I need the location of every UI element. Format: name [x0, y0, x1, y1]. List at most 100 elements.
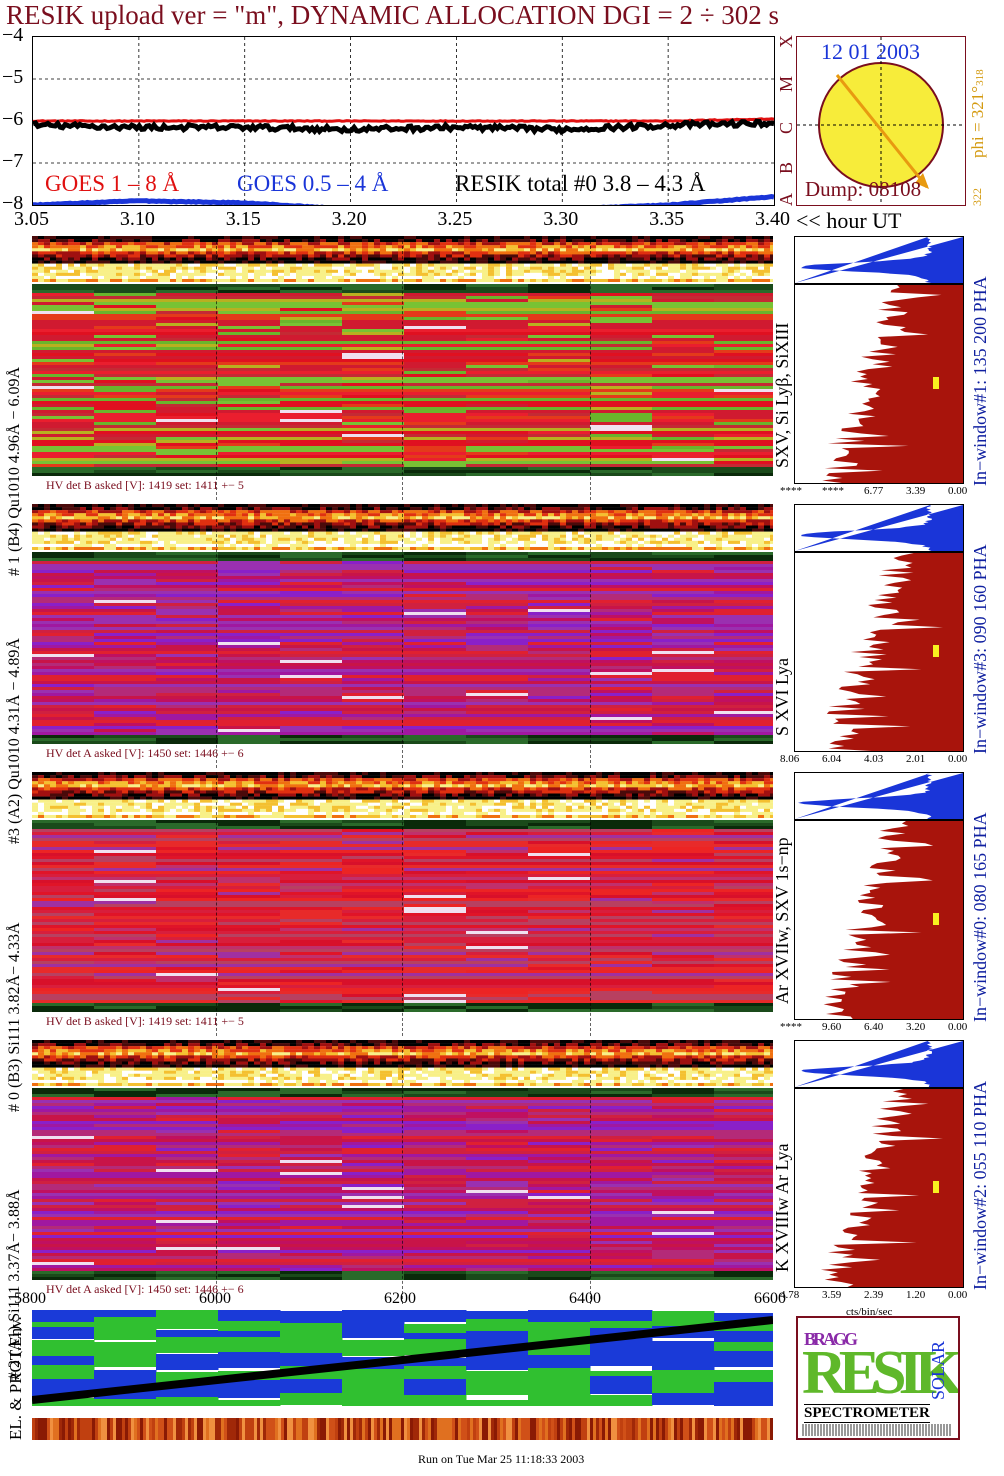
band-cell: [50, 236, 57, 240]
band-cell: [530, 546, 537, 551]
spectrogram-cell: [218, 645, 281, 649]
band-cell: [638, 236, 645, 240]
spectrogram-cell: [714, 383, 777, 387]
band-cell: [512, 278, 519, 283]
band-cell: [518, 278, 525, 283]
spectrogram-cell: [94, 561, 157, 565]
spectrogram-cell: [280, 395, 343, 399]
band-cell: [764, 242, 771, 246]
band-cell: [44, 260, 51, 264]
spectrogram-cell: [32, 464, 95, 468]
band-cell: [518, 251, 525, 255]
band-cell: [224, 236, 231, 240]
band-cell: [128, 266, 135, 270]
band-cell: [584, 513, 591, 517]
band-cell: [530, 260, 537, 264]
band-cell: [590, 504, 597, 508]
spectrogram-cell: [218, 663, 281, 667]
band-cell: [68, 519, 75, 523]
goes-xlabel: << hour UT: [796, 208, 902, 233]
band-cell: [140, 531, 147, 535]
band-cell: [80, 513, 87, 517]
band-cell: [242, 236, 249, 240]
band-cell: [440, 239, 447, 243]
spectrogram-cell: [528, 311, 591, 315]
band-cell: [290, 269, 297, 273]
band-cell: [566, 504, 573, 508]
band-cell: [548, 260, 555, 264]
band-cell: [602, 245, 609, 249]
band-cell: [512, 513, 519, 517]
spectrogram-cell: [466, 452, 529, 456]
spectrogram-cell: [342, 395, 405, 399]
band-cell: [524, 507, 531, 511]
band-cell: [122, 540, 129, 545]
band-cell: [650, 278, 657, 283]
spectrogram-cell: [280, 576, 343, 580]
band-cell: [680, 507, 687, 511]
band-cell: [314, 504, 321, 508]
band-cell: [368, 251, 375, 255]
band-cell: [230, 257, 237, 261]
band-cell: [746, 242, 753, 246]
band-cell: [104, 546, 111, 551]
band-cell: [422, 257, 429, 261]
band-cell: [56, 260, 63, 264]
band-cell: [398, 248, 405, 252]
spectrogram-cell: [342, 627, 405, 631]
band-cell: [128, 275, 135, 280]
band-cell: [668, 251, 675, 255]
spectrogram-cell: [280, 633, 343, 637]
band-cell: [92, 251, 99, 255]
band-cell: [266, 236, 273, 240]
band-cell: [488, 534, 495, 538]
spectrogram-cell: [404, 729, 467, 733]
band-cell: [530, 269, 537, 273]
band-cell: [560, 239, 567, 243]
band-cell: [134, 236, 141, 240]
band-cell: [254, 263, 261, 267]
band-cell: [446, 531, 453, 535]
band-cell: [80, 516, 87, 520]
band-cell: [584, 522, 591, 526]
band-cell: [248, 537, 255, 541]
band-cell: [74, 516, 81, 520]
band-cell: [488, 513, 495, 517]
band-cell: [566, 236, 573, 240]
band-cell: [338, 272, 345, 277]
spectrogram-cell: [342, 654, 405, 658]
spectrogram-cell: [404, 552, 467, 556]
band-cell: [350, 540, 357, 545]
band-cell: [470, 543, 477, 548]
band-cell: [680, 257, 687, 261]
spectrogram-cell: [404, 672, 467, 676]
band-cell: [656, 522, 663, 526]
band-cell: [224, 543, 231, 548]
band-cell: [500, 519, 507, 523]
spectrogram-cell: [218, 353, 281, 357]
band-cell: [284, 543, 291, 548]
spectrogram-cell: [280, 284, 343, 288]
spectrogram-cell: [218, 380, 281, 384]
band-cell: [242, 525, 249, 529]
band-cell: [698, 242, 705, 246]
band-cell: [116, 543, 123, 548]
band-cell: [626, 531, 633, 535]
band-cell: [722, 522, 729, 526]
band-cell: [716, 510, 723, 514]
band-cell: [50, 522, 57, 526]
band-cell: [770, 239, 777, 243]
band-cell: [602, 248, 609, 252]
spectrogram-cell: [590, 371, 653, 375]
band-cell: [110, 263, 117, 267]
band-cell: [500, 504, 507, 508]
band-cell: [494, 269, 501, 273]
band-cell: [278, 504, 285, 508]
band-cell: [50, 272, 57, 277]
band-cell: [584, 278, 591, 283]
goes-ytick: −8: [2, 192, 24, 214]
band-cell: [344, 525, 351, 529]
band-cell: [470, 248, 477, 252]
band-cell: [338, 516, 345, 520]
band-cell: [668, 504, 675, 508]
